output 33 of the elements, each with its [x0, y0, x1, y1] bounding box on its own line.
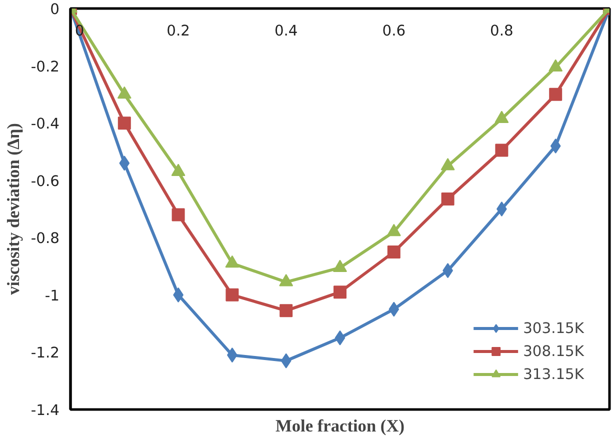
y-axis-title: viscosity deviation (Δη): [4, 122, 23, 295]
point: [550, 138, 561, 154]
x-axis-title: Mole fraction (X): [276, 416, 405, 436]
point: [118, 116, 131, 130]
point: [388, 302, 400, 317]
y-tick-label: -0.6: [30, 172, 60, 190]
x-tick-label: 0.4: [274, 22, 298, 40]
y-tick-label: -1: [44, 287, 60, 304]
y-tick-label: -0.2: [30, 58, 60, 76]
point: [495, 144, 508, 157]
x-tick-label: 0.2: [166, 22, 190, 40]
point: [441, 192, 454, 206]
point: [280, 304, 293, 318]
y-tick-label: -1.2: [30, 344, 60, 362]
x-tick-label: 0.8: [490, 22, 514, 40]
point: [387, 245, 400, 258]
point: [549, 88, 562, 101]
x-tick-label: 0.6: [382, 22, 406, 40]
legend-label: 303.15K: [523, 320, 584, 336]
legend-label: 313.15K: [523, 366, 584, 382]
y-tick-label: -0.8: [30, 230, 60, 248]
x-tick-label: 0: [74, 22, 84, 40]
y-tick-label: -1.4: [30, 402, 60, 419]
y-tick-label: 0: [50, 1, 60, 18]
legend-label: 308.15K: [523, 342, 584, 360]
point: [334, 286, 346, 299]
point: [496, 202, 507, 216]
point: [280, 353, 292, 368]
point: [119, 156, 130, 171]
point: [226, 288, 239, 302]
point: [172, 208, 185, 222]
y-tick-label: -0.4: [30, 116, 60, 133]
point: [334, 330, 346, 346]
